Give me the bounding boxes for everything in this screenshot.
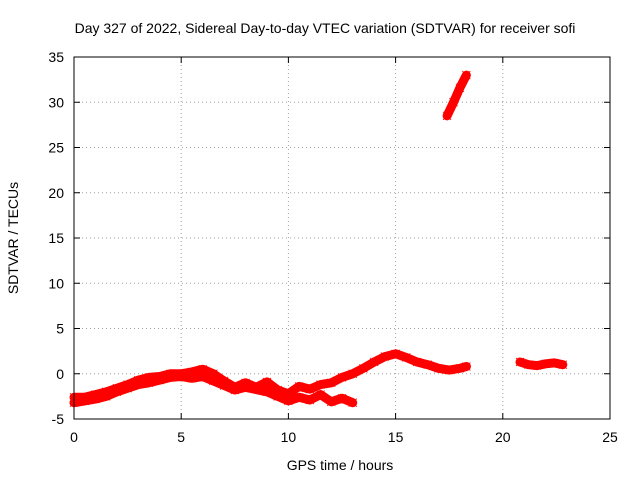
data-point	[155, 375, 165, 385]
data-point	[359, 364, 368, 373]
data-point	[462, 362, 471, 371]
x-tick-label: 25	[602, 429, 618, 445]
data-point	[230, 385, 240, 395]
data-point	[284, 396, 293, 406]
data-point	[144, 378, 154, 388]
data-point	[442, 111, 452, 121]
data-point	[209, 376, 218, 386]
y-tick-label: 25	[48, 140, 64, 156]
data-point	[326, 378, 336, 388]
data-point	[101, 392, 111, 401]
y-tick-label: 0	[56, 366, 64, 382]
data-point	[294, 382, 304, 391]
data-point	[134, 380, 143, 389]
data-point	[549, 358, 559, 368]
data-point	[348, 369, 358, 379]
data-point	[391, 349, 400, 359]
data-point	[380, 352, 390, 361]
data-point	[444, 365, 454, 375]
series-line	[69, 372, 358, 408]
data-point	[241, 383, 250, 392]
series-3	[442, 70, 471, 121]
data-point	[123, 383, 132, 393]
data-point	[294, 392, 304, 402]
series-line	[69, 349, 471, 402]
data-point	[558, 360, 568, 370]
data-point	[449, 97, 458, 107]
data-point	[541, 359, 550, 369]
data-point	[305, 395, 315, 405]
data-point	[532, 361, 542, 370]
data-point	[112, 387, 122, 397]
data-point	[166, 373, 175, 382]
data-point	[412, 357, 422, 367]
data-point	[524, 360, 533, 370]
data-point	[91, 394, 100, 404]
x-tick-label: 5	[177, 429, 185, 445]
series-line	[442, 70, 471, 121]
data-point	[402, 353, 411, 362]
axes-ticks: 0 5 10 15 20 25 -5 0 5 10 15 20 25 30 35	[48, 49, 618, 445]
y-tick-label: 10	[48, 275, 64, 291]
data-point	[369, 357, 379, 367]
data-point	[316, 380, 325, 389]
data-point	[434, 364, 443, 373]
data-point	[423, 360, 433, 370]
data-point	[176, 372, 186, 381]
y-tick-label: 5	[56, 321, 64, 337]
series-2	[515, 357, 568, 371]
data-point	[198, 364, 207, 374]
x-axis-label: GPS time / hours	[287, 457, 394, 473]
data-point	[316, 390, 325, 399]
series-layer	[69, 70, 568, 408]
data-point	[337, 373, 347, 382]
series-line	[515, 357, 568, 371]
x-tick-label: 0	[70, 429, 78, 445]
x-tick-label: 20	[495, 429, 511, 445]
data-point	[219, 381, 229, 390]
grid	[74, 57, 610, 419]
data-point	[455, 83, 465, 93]
y-tick-label: -5	[52, 411, 65, 427]
data-point	[326, 397, 336, 407]
y-tick-label: 15	[48, 230, 64, 246]
data-point	[337, 393, 347, 403]
x-tick-label: 10	[281, 429, 297, 445]
data-point	[187, 373, 197, 383]
data-point	[198, 372, 207, 381]
data-point	[262, 377, 272, 387]
data-point	[80, 396, 90, 406]
y-axis-label: SDTVAR / TECUs	[5, 182, 21, 294]
x-tick-label: 15	[388, 429, 404, 445]
chart-title: Day 327 of 2022, Sidereal Day-to-day VTE…	[75, 20, 576, 36]
data-point	[348, 398, 358, 408]
y-tick-label: 35	[48, 49, 64, 65]
data-point	[273, 392, 282, 401]
y-tick-label: 20	[48, 185, 64, 201]
y-tick-label: 30	[48, 94, 64, 110]
data-point	[455, 364, 465, 373]
data-point	[262, 387, 272, 397]
data-point	[515, 357, 525, 367]
data-point	[462, 70, 471, 80]
data-point	[305, 384, 315, 394]
